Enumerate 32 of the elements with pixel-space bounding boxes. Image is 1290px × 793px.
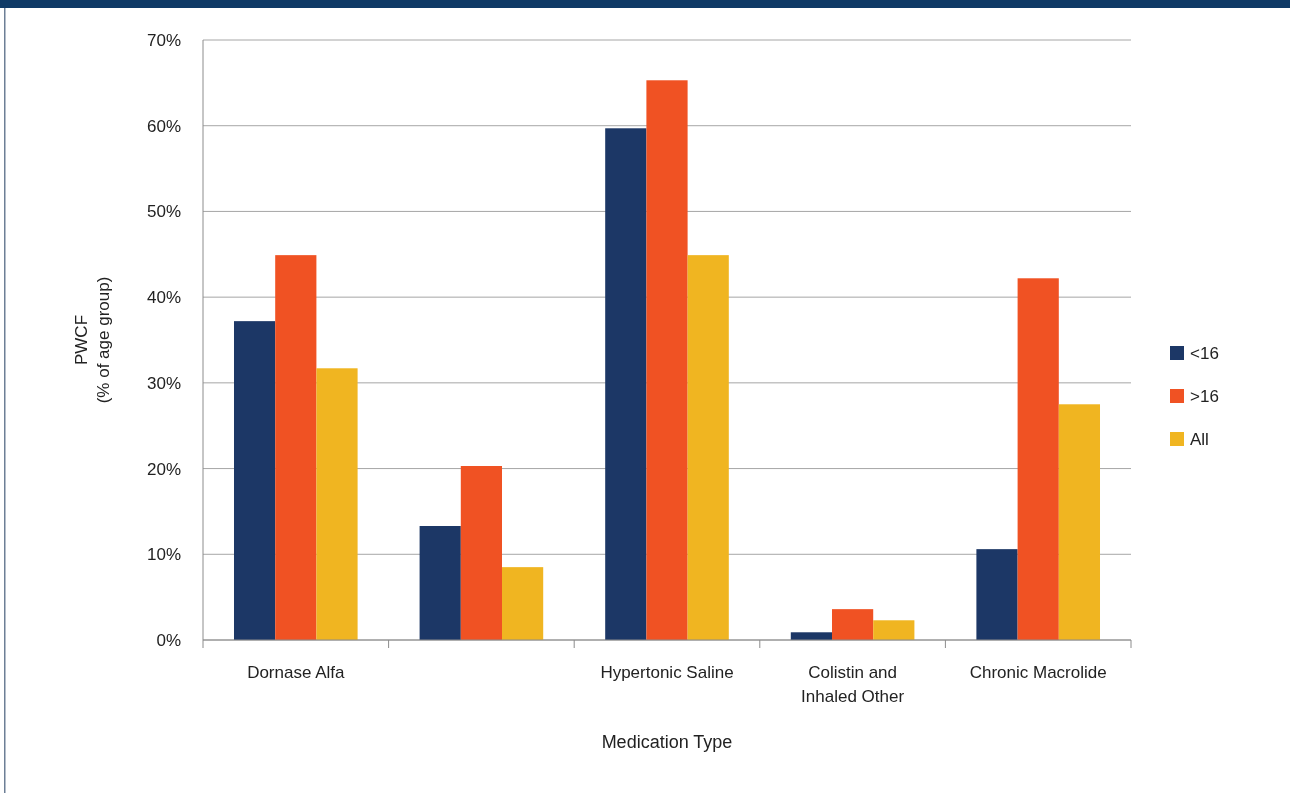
bar <box>419 526 461 640</box>
bar <box>502 567 544 640</box>
y-tick-label: 20% <box>146 459 181 479</box>
bar <box>873 620 915 640</box>
x-tick-label: Chronic Macrolide <box>969 663 1107 682</box>
x-tick-label: Hypertonic Saline <box>600 663 734 682</box>
legend-label: >16 <box>1190 386 1219 406</box>
y-tick-label: 50% <box>146 202 181 222</box>
bar <box>316 368 358 640</box>
bar <box>605 128 647 640</box>
y-tick-label: 40% <box>146 288 181 308</box>
bar <box>976 549 1018 640</box>
y-tick-label: 70% <box>146 30 181 50</box>
x-tick-label: Colistin and Inhaled Other <box>801 663 905 706</box>
x-axis-title: Medication Type <box>601 732 733 752</box>
bar <box>275 255 317 640</box>
y-tick-label: 0% <box>156 630 181 650</box>
bar <box>687 255 729 640</box>
y-tick-label: 30% <box>146 373 181 393</box>
bar <box>790 632 832 640</box>
bar <box>234 321 276 640</box>
x-tick-label: Dornase Alfa <box>247 663 346 682</box>
bar <box>1017 278 1059 640</box>
bar <box>1058 404 1100 640</box>
bar <box>832 609 874 640</box>
y-axis-title: PWCF (% of age group) <box>72 276 113 404</box>
legend-label: All <box>1190 429 1209 449</box>
legend-label: <16 <box>1190 343 1219 363</box>
bar <box>646 80 688 640</box>
bar <box>460 466 502 640</box>
y-tick-label: 60% <box>146 116 181 136</box>
y-tick-label: 10% <box>146 545 181 565</box>
